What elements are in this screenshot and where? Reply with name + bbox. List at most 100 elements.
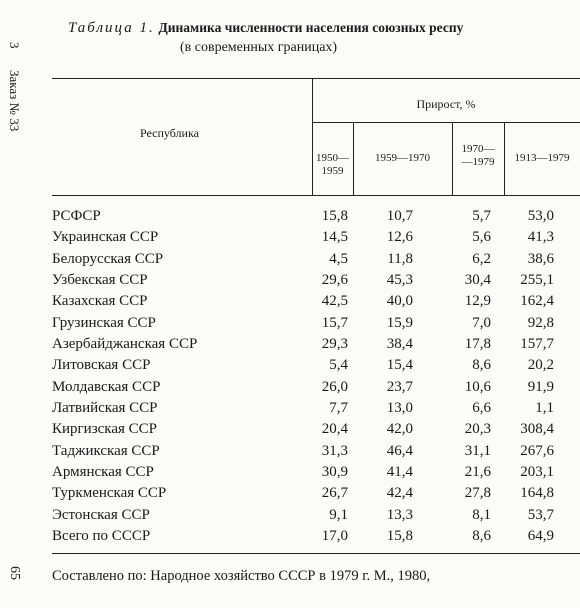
- rule: [52, 195, 580, 196]
- cell: 6,6: [472, 399, 491, 416]
- column-header: Республика: [140, 126, 199, 140]
- table-label: Таблица 1.: [68, 20, 155, 36]
- cell: 8,1: [472, 506, 491, 523]
- cell: 162,4: [520, 293, 554, 310]
- cell: 92,8: [527, 314, 554, 331]
- cell: 12,6: [386, 229, 413, 246]
- cell: 4,5: [329, 250, 348, 267]
- cell: 20,3: [464, 421, 491, 438]
- cell: 26,0: [321, 378, 348, 395]
- cell: 53,0: [527, 208, 554, 224]
- cell: 20,2: [527, 357, 554, 374]
- row-label: Туркменская ССР: [52, 485, 167, 502]
- cell: 31,3: [321, 442, 348, 459]
- row-label: Белорусская ССР: [52, 250, 164, 267]
- row-label: Узбекская ССР: [52, 271, 148, 288]
- cell: 15,9: [386, 314, 413, 331]
- cell: 38,6: [527, 250, 554, 267]
- cell: 164,8: [520, 485, 554, 502]
- cell: 27,8: [464, 485, 491, 502]
- rule: [452, 122, 453, 195]
- row-label: Грузинская ССР: [52, 314, 156, 331]
- cell: 17,8: [464, 335, 491, 352]
- cell: 157,7: [520, 335, 554, 352]
- cell: 53,7: [527, 506, 554, 523]
- cell: 10,6: [464, 378, 491, 395]
- cell: 42,5: [321, 293, 348, 310]
- cell: 11,8: [387, 250, 413, 267]
- rule: [52, 78, 580, 79]
- margin-order: Заказ № 33: [7, 70, 22, 132]
- cell: 14,5: [321, 229, 348, 246]
- cell: 15,4: [386, 357, 413, 374]
- cell: 255,1: [520, 271, 554, 288]
- row-label: Таджикская ССР: [52, 442, 160, 459]
- cell: 23,7: [386, 378, 413, 395]
- cell: 46,4: [386, 442, 413, 459]
- row-label: РСФСР: [52, 208, 101, 224]
- cell: 12,9: [464, 293, 491, 310]
- cell: 91,9: [527, 378, 554, 395]
- column-group-header: Прирост, %: [416, 97, 476, 111]
- column-header: 1950—1959: [316, 152, 349, 177]
- cell: 64,9: [527, 527, 554, 544]
- column-header: 1970— —1979: [461, 143, 495, 168]
- rule: [504, 122, 505, 195]
- cell: 10,7: [386, 208, 413, 224]
- cell: 8,6: [472, 527, 491, 544]
- column-header: 1959—1970: [375, 152, 430, 164]
- cell: 1,1: [535, 399, 554, 416]
- row-label: Киргизская ССР: [52, 421, 158, 438]
- cell: 15,8: [386, 527, 413, 544]
- row-label: Литовская ССР: [52, 357, 151, 374]
- cell: 13,3: [386, 506, 413, 523]
- cell: 9,1: [329, 506, 348, 523]
- rule: [52, 553, 580, 554]
- rule: [353, 122, 354, 195]
- cell: 41,3: [527, 229, 554, 246]
- cell: 41,4: [386, 463, 413, 480]
- cell: 17,0: [321, 527, 348, 544]
- cell: 308,4: [520, 421, 554, 438]
- cell: 31,1: [464, 442, 491, 459]
- row-label: Латвийская ССР: [52, 399, 158, 416]
- cell: 29,3: [321, 335, 348, 352]
- cell: 7,7: [329, 399, 348, 416]
- cell: 40,0: [386, 293, 413, 310]
- row-label: Азербайджанская ССР: [52, 335, 198, 352]
- table-title: Динамика численности населения союзных р…: [158, 20, 464, 35]
- cell: 30,9: [321, 463, 348, 480]
- cell: 267,6: [520, 442, 554, 459]
- cell: 203,1: [520, 463, 554, 480]
- cell: 29,6: [321, 271, 348, 288]
- cell: 38,4: [386, 335, 413, 352]
- cell: 6,2: [472, 250, 491, 267]
- cell: 42,0: [386, 421, 413, 438]
- cell: 15,8: [321, 208, 348, 224]
- cell: 45,3: [386, 271, 413, 288]
- cell: 42,4: [386, 485, 413, 502]
- cell: 5,7: [472, 208, 491, 224]
- cell: 8,6: [472, 357, 491, 374]
- cell: 15,7: [321, 314, 348, 331]
- row-label: Молдавская ССР: [52, 378, 161, 395]
- cell: 13,0: [386, 399, 413, 416]
- cell: 20,4: [321, 421, 348, 438]
- cell: 30,4: [464, 271, 491, 288]
- table-subtitle: (в современных границах): [180, 40, 338, 55]
- page-number: 65: [7, 566, 22, 580]
- cell: 21,6: [464, 463, 491, 480]
- cell: 5,6: [472, 229, 491, 246]
- cell: 7,0: [472, 314, 491, 331]
- cell: 5,4: [329, 357, 348, 374]
- title-line: Таблица 1. Динамика численности населени…: [68, 20, 463, 37]
- column-header: 1913—1979: [514, 152, 570, 164]
- rule: [312, 122, 580, 123]
- row-label: Армянская ССР: [52, 463, 154, 480]
- row-label: Украинская ССР: [52, 229, 159, 246]
- margin-page-mark: 3: [7, 42, 22, 49]
- row-label: Казахская ССР: [52, 293, 148, 310]
- row-label: Всего по СССР: [52, 527, 151, 544]
- rule: [312, 78, 313, 195]
